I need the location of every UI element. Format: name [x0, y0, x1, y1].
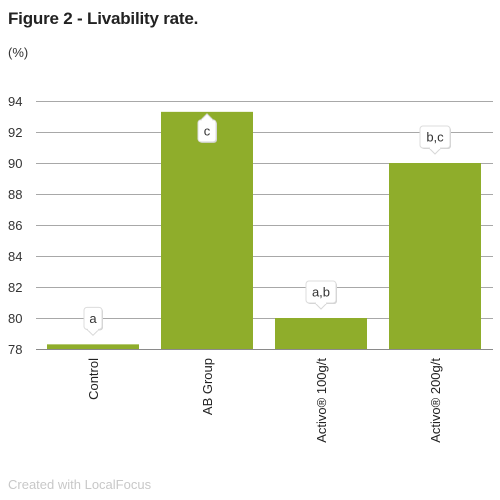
y-tick-label: 82 — [8, 280, 22, 295]
y-tick-label: 78 — [8, 342, 22, 357]
data-annotation: a,b — [312, 285, 330, 300]
x-tick-label: Control — [86, 358, 101, 400]
y-tick-label: 88 — [8, 187, 22, 202]
bar — [47, 344, 139, 349]
x-tick-label: Activo® 100g/t — [314, 358, 329, 443]
y-tick-label: 90 — [8, 156, 22, 171]
y-tick-label: 86 — [8, 218, 22, 233]
bar — [275, 318, 367, 349]
y-tick-label: 94 — [8, 94, 22, 109]
bar — [389, 163, 481, 349]
data-annotation: a — [89, 311, 97, 326]
y-tick-label: 92 — [8, 125, 22, 140]
x-tick-label: Activo® 200g/t — [428, 358, 443, 443]
chart-title: Figure 2 - Livability rate. — [8, 9, 199, 28]
data-annotation: b,c — [426, 130, 444, 145]
y-tick-label: 80 — [8, 311, 22, 326]
x-tick-label: AB Group — [200, 358, 215, 415]
y-tick-label: 84 — [8, 249, 22, 264]
y-axis-unit-label: (%) — [8, 45, 29, 60]
credit-text[interactable]: Created with LocalFocus — [8, 477, 152, 492]
bar — [161, 111, 253, 349]
data-annotation: c — [204, 123, 211, 138]
